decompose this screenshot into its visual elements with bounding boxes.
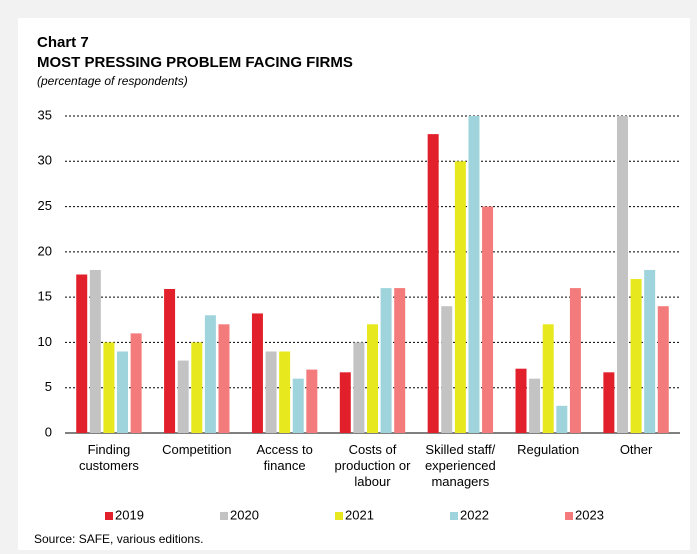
legend-swatch [335, 512, 343, 520]
chart-note: (percentage of respondents) [37, 74, 188, 88]
bar [542, 324, 554, 433]
bar [251, 313, 263, 433]
bar [482, 206, 494, 433]
bar [394, 288, 406, 433]
y-tick-label: 35 [38, 107, 52, 122]
x-tick-label: Competition [162, 442, 231, 457]
bar [515, 368, 527, 433]
bar [529, 378, 541, 433]
y-tick-label: 5 [45, 379, 52, 394]
y-tick-label: 15 [38, 289, 52, 304]
x-tick-label: Other [620, 442, 653, 457]
bar [265, 351, 277, 433]
legend-label: 2021 [345, 507, 374, 522]
bar [177, 360, 189, 433]
bar [191, 342, 203, 433]
bar [76, 274, 88, 433]
bar [353, 342, 365, 433]
bar [367, 324, 378, 433]
bar [603, 372, 615, 433]
bar [468, 116, 480, 433]
y-tick-label: 10 [38, 334, 52, 349]
legend-swatch [450, 512, 458, 520]
bar [218, 324, 230, 433]
bar [103, 342, 115, 433]
chart-subtitle: MOST PRESSING PROBLEM FACING FIRMS [37, 54, 353, 71]
bar [164, 288, 176, 433]
bar [657, 306, 669, 433]
bar [644, 269, 656, 433]
chart-title: Chart 7 [37, 34, 89, 51]
bar [89, 269, 101, 433]
bar [569, 288, 581, 433]
x-tick-label: Costs of production or labour [335, 442, 412, 489]
legend-label: 2023 [575, 507, 604, 522]
bar [117, 351, 129, 433]
bar [441, 306, 453, 433]
bar [292, 378, 304, 433]
legend-swatch [565, 512, 573, 520]
legend-label: 2020 [230, 507, 259, 522]
bar [556, 405, 568, 433]
legend-swatch [105, 512, 113, 520]
bar [616, 116, 628, 433]
bar [380, 288, 392, 433]
bar [204, 315, 216, 433]
legend-swatch [220, 512, 228, 520]
bar [279, 351, 291, 433]
bar [454, 161, 466, 434]
bar [339, 372, 351, 433]
y-tick-label: 30 [38, 153, 52, 168]
y-tick-label: 20 [38, 243, 52, 258]
x-tick-label: Access to finance [256, 442, 312, 473]
y-tick-label: 25 [38, 198, 52, 213]
bar [427, 134, 439, 433]
bar [306, 369, 318, 433]
x-tick-label: Finding customers [79, 442, 139, 473]
source: Source: SAFE, various editions. [34, 532, 203, 546]
y-tick-label: 0 [45, 424, 52, 439]
legend-label: 2022 [460, 507, 489, 522]
x-tick-label: Regulation [517, 442, 579, 457]
panel [18, 18, 690, 550]
x-tick-label: Skilled staff/experienced managers [425, 442, 496, 489]
bar [630, 279, 642, 433]
bar [130, 333, 142, 433]
legend-label: 2019 [115, 507, 144, 522]
